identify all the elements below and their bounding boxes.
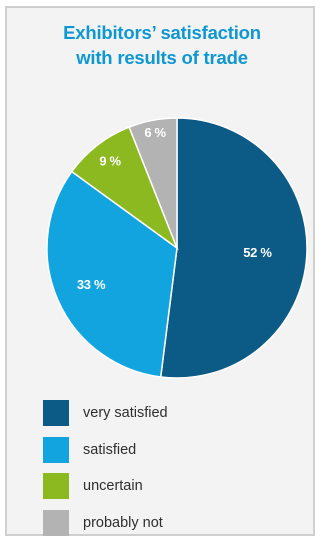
chart-title-line-2: with results of trade — [76, 47, 248, 68]
chart-title: Exhibitors’ satisfaction with results of… — [7, 20, 317, 70]
legend-item-satisfied: satisfied — [43, 436, 303, 463]
legend-label-satisfied: satisfied — [83, 441, 137, 458]
legend-swatch-uncertain — [43, 473, 69, 499]
pie-chart: 52 % 33 % 9 % 6 % — [46, 117, 308, 379]
legend-swatch-satisfied — [43, 436, 69, 463]
pie-slice-very-satisfied — [159, 117, 308, 379]
slice-value-label-uncertain: 9 % — [99, 154, 121, 169]
pie-slice-probably-not — [128, 117, 178, 249]
chart-title-line-1: Exhibitors’ satisfaction — [63, 22, 261, 43]
legend: very satisfied satisfied uncertain proba… — [43, 400, 303, 546]
legend-item-very-satisfied: very satisfied — [43, 400, 303, 426]
slice-value-label-very-satisfied: 52 % — [243, 245, 272, 260]
legend-label-uncertain: uncertain — [83, 478, 143, 494]
legend-item-uncertain: uncertain — [43, 473, 303, 499]
slice-value-label-probably-not: 6 % — [144, 125, 166, 140]
slice-value-label-satisfied: 33 % — [77, 277, 106, 292]
legend-label-very-satisfied: very satisfied — [83, 405, 168, 421]
legend-swatch-probably-not — [43, 509, 69, 536]
legend-item-probably-not: probably not — [43, 509, 303, 536]
chart-card: Exhibitors’ satisfaction with results of… — [5, 6, 315, 536]
legend-label-probably-not: probably not — [83, 514, 163, 531]
pie-slice-satisfied — [46, 170, 178, 378]
legend-swatch-very-satisfied — [43, 400, 69, 426]
